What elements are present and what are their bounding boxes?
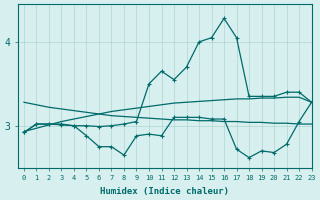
X-axis label: Humidex (Indice chaleur): Humidex (Indice chaleur) <box>100 187 229 196</box>
